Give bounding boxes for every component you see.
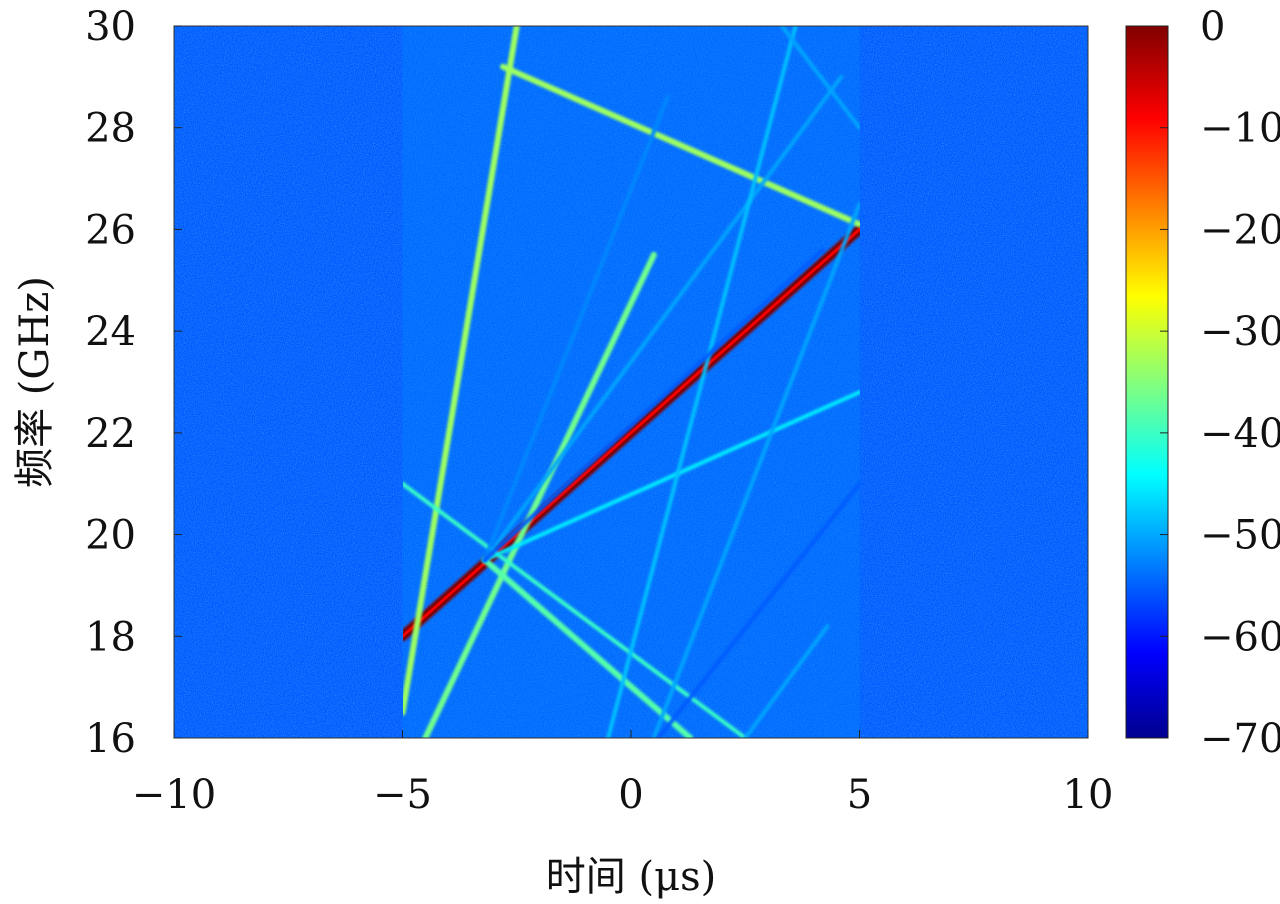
harmonic-line-11 [656, 481, 860, 738]
harmonic-line-12 [743, 624, 830, 738]
harmonic-line-1 [403, 26, 520, 716]
x-tick-label: −5 [373, 772, 432, 818]
harmonic-line-10 [651, 202, 860, 738]
y-tick-label: 22 [85, 411, 136, 457]
colorbar-gradient [1125, 25, 1169, 739]
colorbar-tick-label: −10 [1200, 106, 1280, 152]
x-axis-label: 时间 (μs) [546, 854, 716, 900]
x-axis: −10 −5 0 5 10 [132, 730, 1114, 818]
y-tick-label: 16 [85, 716, 136, 762]
x-tick-label: −10 [132, 772, 216, 818]
colorbar-tick-label: −30 [1200, 309, 1280, 355]
harmonic-line-14 [482, 247, 825, 562]
main-chirp-core [403, 227, 860, 638]
x-tick-label: 5 [847, 772, 872, 818]
harmonic-line-9 [482, 95, 670, 562]
x-tick-label: 0 [618, 772, 643, 818]
colorbar-tick-label: −40 [1200, 411, 1280, 457]
harmonic-line-7 [482, 74, 844, 562]
harmonic-line-13 [779, 26, 860, 130]
colorbar-tick-label: −60 [1200, 614, 1280, 660]
colorbar-tick-label: 0 [1200, 4, 1225, 50]
y-tick-label: 18 [85, 614, 136, 660]
y-tick-label: 20 [85, 513, 136, 559]
colorbar-tick-label: −50 [1200, 513, 1280, 559]
plot-area [173, 25, 1089, 739]
y-axis: 16 18 20 22 24 26 28 30 [85, 4, 182, 762]
colorbar-tick-label: −20 [1200, 207, 1280, 253]
harmonic-line-6 [482, 390, 860, 562]
y-tick-label: 30 [85, 4, 136, 50]
y-tick-label: 28 [85, 106, 136, 152]
y-tick-label: 26 [85, 207, 136, 253]
harmonic-line-2 [500, 63, 860, 228]
harmonic-line-5 [481, 557, 694, 738]
harmonic-line-3 [422, 251, 657, 738]
y-axis-label: 频率 (GHz) [12, 276, 58, 488]
colorbar-tick-label: −70 [1200, 716, 1280, 762]
noise-texture [174, 26, 1088, 738]
harmonic-line-8 [606, 26, 798, 738]
x-tick-label: 10 [1063, 772, 1114, 818]
y-tick-label: 24 [85, 309, 136, 355]
harmonic-line-4 [403, 481, 748, 738]
colorbar: 0 −10 −20 −30 −40 −50 −60 −70 [1125, 4, 1280, 762]
